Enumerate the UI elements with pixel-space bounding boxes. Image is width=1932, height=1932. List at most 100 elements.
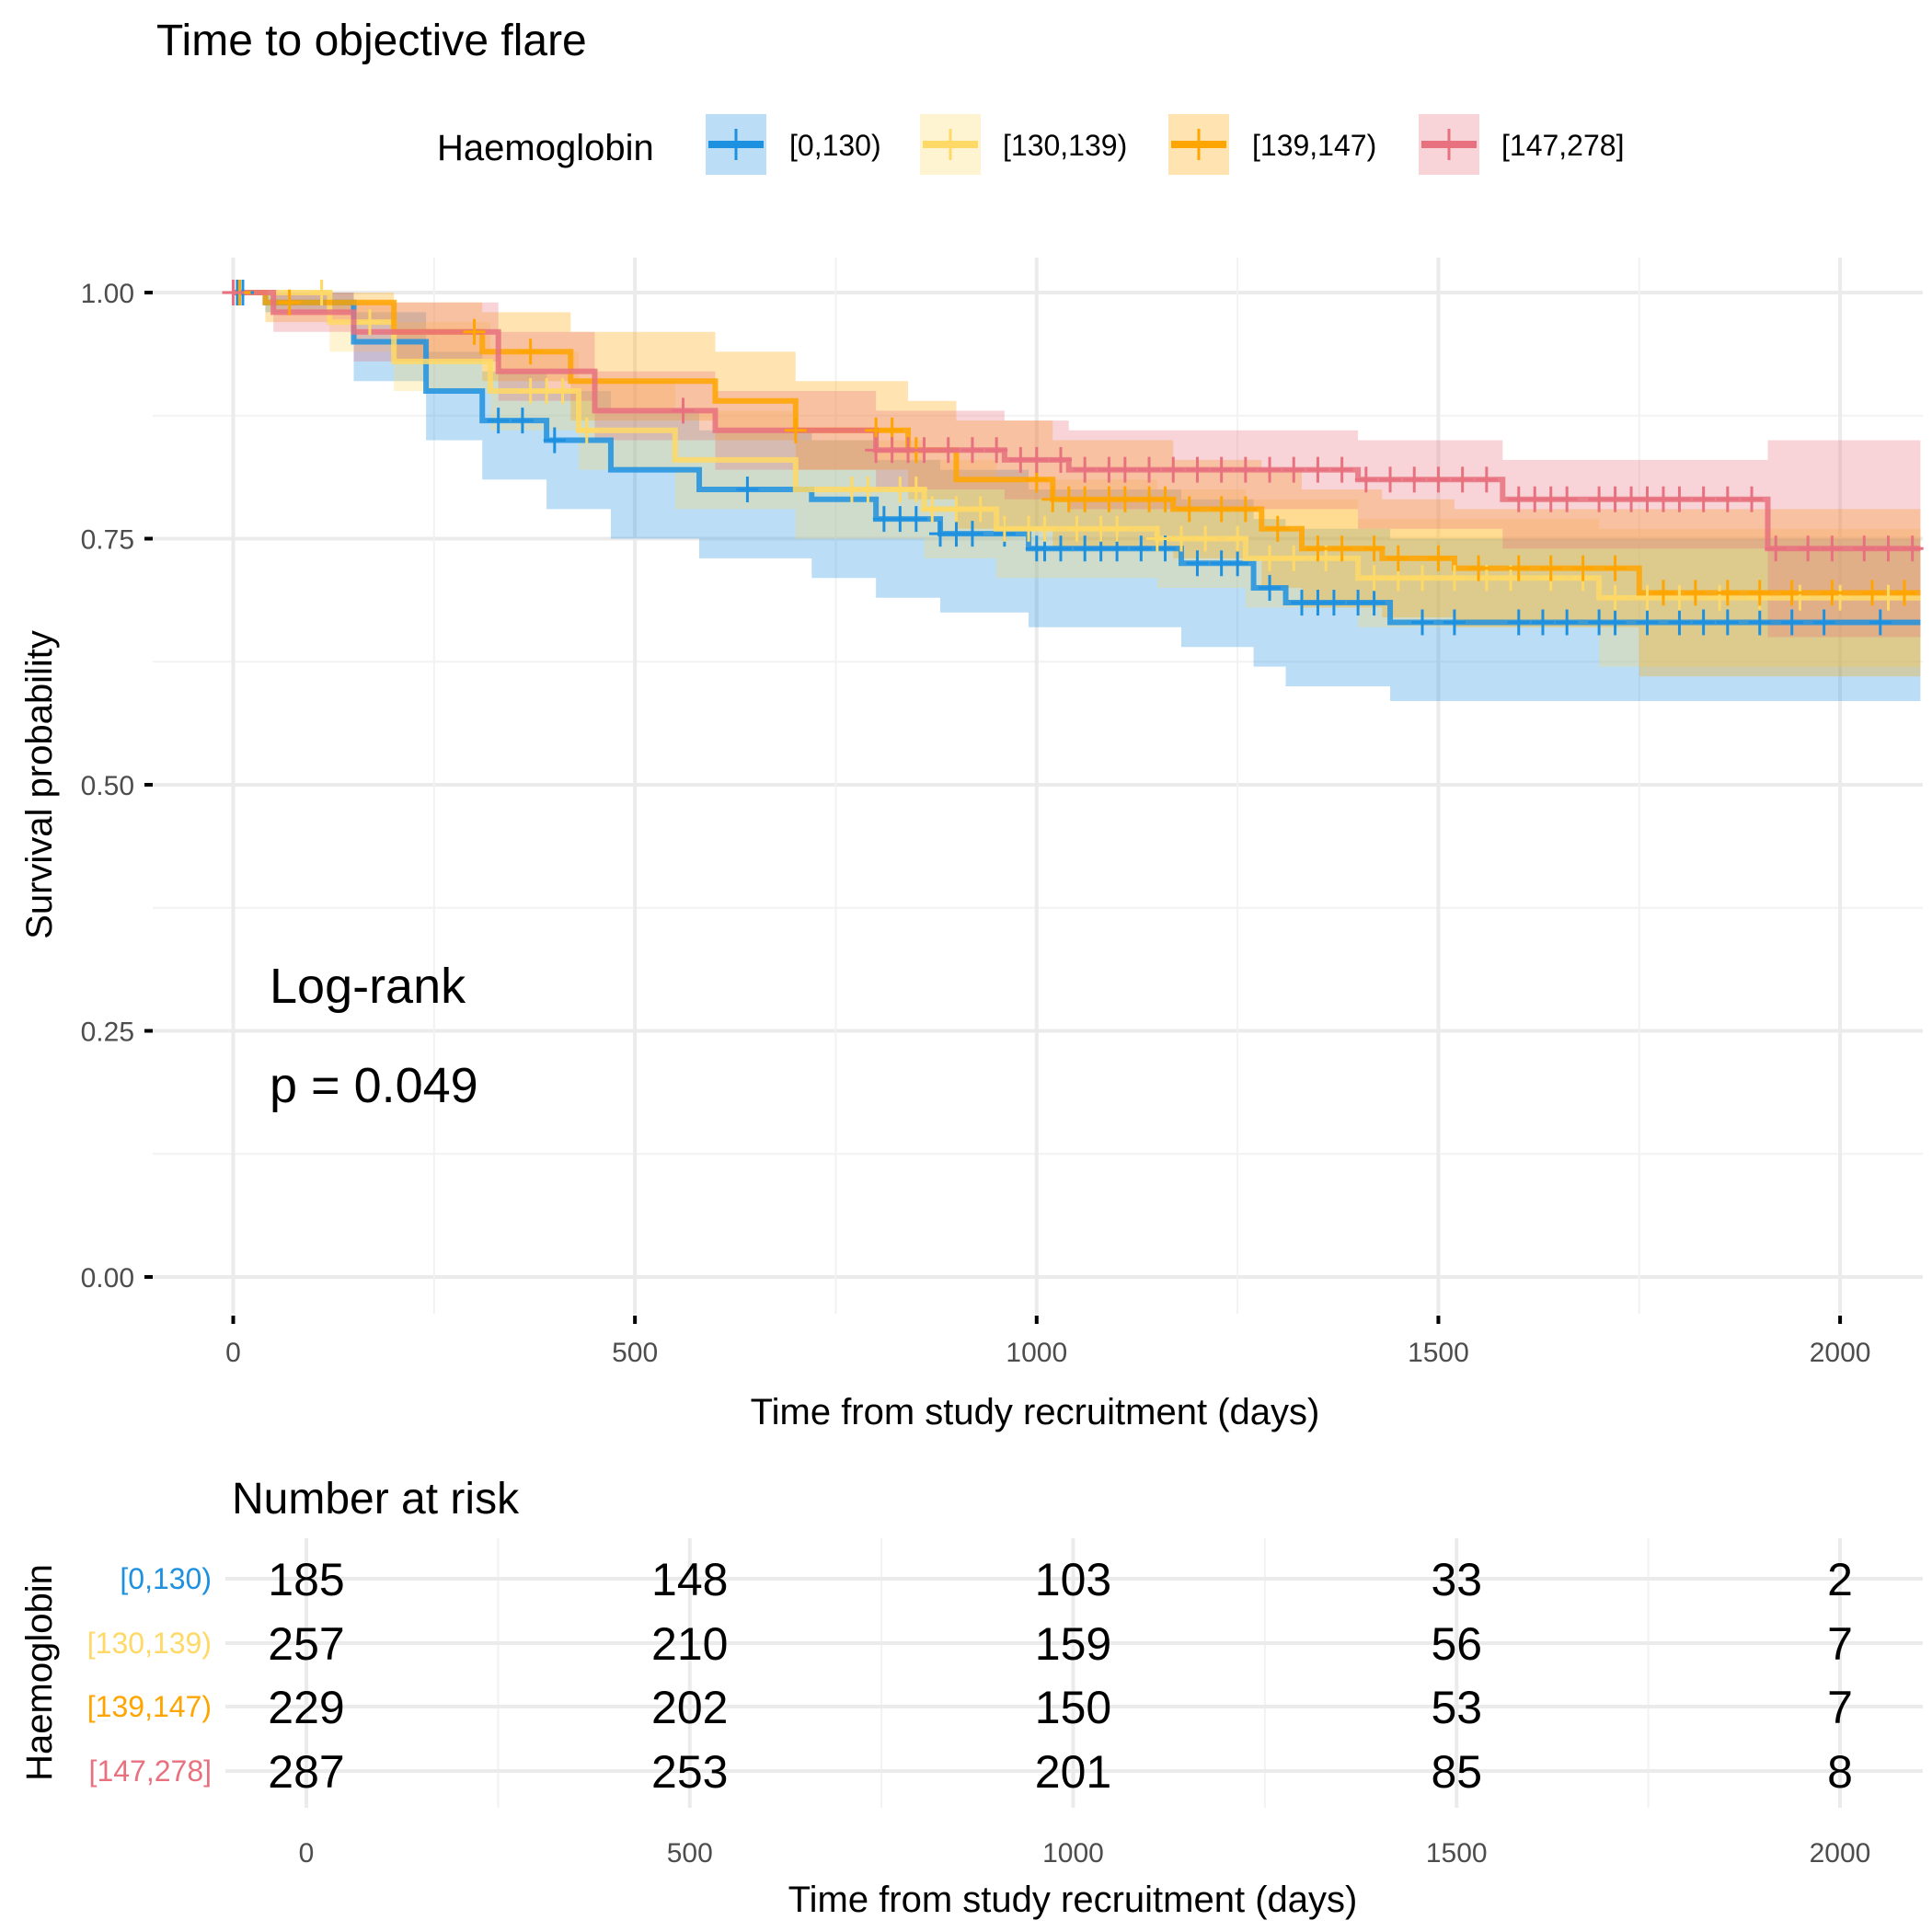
risk-strata-label: [0,130) [120, 1562, 212, 1595]
censor-mark-0-130 [1716, 609, 1739, 636]
risk-count: 229 [268, 1682, 344, 1733]
censor-mark-139-147 [1113, 486, 1136, 512]
risk-x-tick-label: 0 [299, 1838, 315, 1869]
risk-count: 257 [268, 1618, 344, 1670]
censor-mark-139-147 [1684, 580, 1707, 606]
censor-mark-139-147 [1074, 486, 1097, 512]
chart-title: Time to objective flare [156, 17, 587, 65]
censor-mark-0-130 [1668, 609, 1691, 636]
censor-mark-130-139 [1145, 525, 1168, 552]
censor-mark-147-278 [1282, 456, 1305, 483]
risk-table-title: Number at risk [232, 1475, 520, 1524]
censor-mark-130-139 [1226, 525, 1249, 552]
risk-count: 56 [1431, 1618, 1482, 1670]
censor-mark-139-147 [1507, 555, 1530, 581]
censor-marks [222, 280, 1924, 636]
censor-mark-139-147 [1330, 535, 1353, 562]
censor-mark-0-130 [1363, 590, 1386, 616]
censor-mark-0-130 [1780, 609, 1803, 636]
censor-mark-147-278 [1259, 456, 1282, 483]
censor-mark-147-278 [985, 437, 1008, 464]
censor-mark-139-147 [1748, 580, 1771, 606]
x-tick-label: 1500 [1408, 1338, 1469, 1368]
censor-mark-147-278 [1379, 466, 1402, 493]
censor-mark-0-130 [1226, 550, 1249, 577]
logrank-label: Log-rank [270, 959, 466, 1014]
censor-mark-139-147 [1539, 555, 1562, 581]
legend-item-147-278: [147,278] [1419, 114, 1624, 175]
censor-mark-130-139 [857, 477, 880, 502]
censor-mark-0-130 [1812, 609, 1835, 636]
censor-mark-139-147 [1716, 580, 1739, 606]
risk-table-grid [225, 1538, 1923, 1808]
risk-count: 210 [651, 1618, 728, 1670]
censor-mark-139-147 [1363, 535, 1386, 562]
censor-mark-0-130 [1604, 609, 1627, 636]
censor-mark-130-139 [945, 496, 968, 523]
p-value-label: p = 0.049 [270, 1058, 478, 1113]
censor-mark-147-278 [1797, 535, 1820, 562]
censor-mark-130-139 [1065, 515, 1088, 542]
censor-mark-147-278 [1821, 535, 1844, 562]
censor-mark-0-130 [960, 521, 983, 547]
x-tick-label: 2000 [1810, 1338, 1871, 1368]
censor-mark-147-278 [1451, 466, 1474, 493]
censor-mark-139-147 [1266, 515, 1289, 542]
risk-count: 159 [1035, 1618, 1111, 1670]
risk-table: [0,130) 185 148 103 33 2 [130,139) 257 210 159 56 7… [87, 1554, 1871, 1869]
risk-x-tick-label: 500 [667, 1838, 713, 1869]
censor-mark-0-130 [1186, 550, 1209, 577]
risk-count: 253 [651, 1746, 728, 1798]
risk-count: 202 [651, 1682, 728, 1733]
risk-count: 287 [268, 1746, 344, 1798]
censor-mark-0-130 [487, 408, 510, 434]
risk-count: 7 [1827, 1682, 1853, 1733]
censor-mark-147-278 [1162, 456, 1185, 483]
risk-row-147-278: [147,278] 287 253 201 85 8 [89, 1746, 1853, 1798]
main-axes: 0.00 0.25 0.50 0.75 1.00 0 500 1000 1500 2000 [81, 279, 1871, 1368]
censor-mark-130-139 [1363, 565, 1386, 592]
censor-mark-139-147 [1467, 555, 1490, 581]
censor-mark-130-139 [1259, 545, 1282, 571]
censor-mark-147-278 [1901, 535, 1924, 562]
censor-mark-147-278 [1877, 535, 1900, 562]
censor-mark-0-130 [1049, 535, 1072, 562]
censor-mark-130-139 [1169, 525, 1192, 552]
censor-mark-0-130 [1636, 609, 1659, 636]
censor-mark-130-139 [1282, 545, 1305, 571]
censor-mark-139-147 [1892, 580, 1915, 606]
censor-mark-130-139 [575, 417, 598, 443]
legend-label: [130,139) [1003, 129, 1127, 162]
censor-mark-130-139 [993, 515, 1016, 542]
censor-mark-147-278 [1403, 466, 1426, 493]
risk-count: 8 [1827, 1746, 1853, 1798]
censor-mark-147-278 [1074, 456, 1097, 483]
y-tick-label: 0.50 [81, 771, 134, 801]
censor-mark-130-139 [1443, 565, 1466, 592]
legend-label: [147,278] [1501, 129, 1624, 162]
legend-label: [0,130) [789, 129, 881, 162]
censor-mark-0-130 [1531, 609, 1554, 636]
censor-mark-130-139 [1410, 565, 1433, 592]
y-tick-label: 0.75 [81, 525, 134, 556]
risk-count: 7 [1827, 1618, 1853, 1670]
risk-row-130-139: [130,139) 257 210 159 56 7 [87, 1618, 1853, 1670]
risk-row-0-130: [0,130) 185 148 103 33 2 [120, 1554, 1853, 1605]
censor-mark-130-139 [1877, 584, 1900, 611]
censor-mark-147-278 [1716, 486, 1739, 512]
censor-mark-0-130 [511, 408, 534, 434]
risk-strata-label: [139,147) [87, 1690, 212, 1723]
censor-mark-147-278 [1427, 466, 1450, 493]
censor-mark-139-147 [1427, 545, 1450, 571]
censor-mark-0-130 [1692, 609, 1715, 636]
legend-item-139-147: [139,147) [1168, 114, 1376, 175]
risk-count: 103 [1035, 1554, 1111, 1605]
censor-mark-130-139 [921, 496, 944, 523]
censor-mark-147-278 [937, 437, 960, 464]
censor-mark-147-278 [222, 280, 245, 305]
risk-count: 53 [1431, 1682, 1482, 1733]
censor-mark-147-278 [1668, 486, 1691, 512]
censor-mark-147-278 [1025, 446, 1048, 473]
censor-mark-147-278 [1113, 456, 1136, 483]
risk-count: 185 [268, 1554, 344, 1605]
